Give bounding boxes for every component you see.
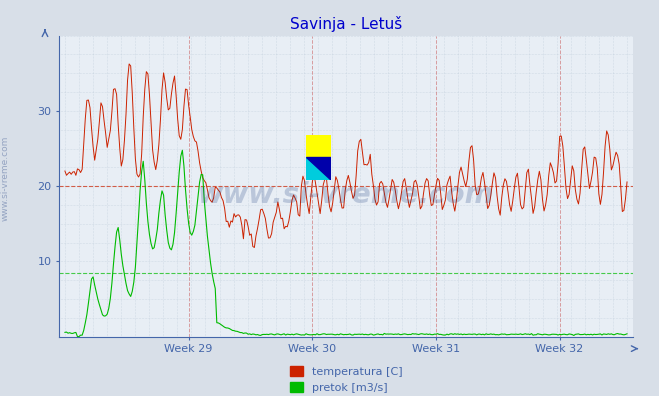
Text: www.si-vreme.com: www.si-vreme.com [1, 135, 10, 221]
Title: Savinja - Letuš: Savinja - Letuš [290, 16, 402, 32]
Bar [306, 135, 331, 157]
Legend: temperatura [C], pretok [m3/s]: temperatura [C], pretok [m3/s] [285, 362, 407, 396]
Polygon shape [306, 157, 331, 180]
Text: www.si-vreme.com: www.si-vreme.com [198, 181, 494, 209]
Polygon shape [306, 157, 331, 180]
